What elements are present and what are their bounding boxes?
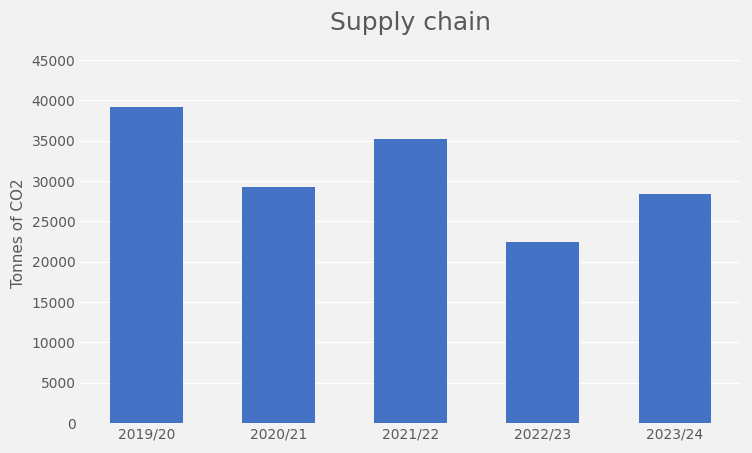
Y-axis label: Tonnes of CO2: Tonnes of CO2: [11, 178, 26, 288]
Bar: [374, 139, 447, 423]
Bar: [242, 187, 315, 423]
Bar: [638, 194, 711, 423]
Bar: [506, 241, 579, 423]
Bar: [110, 107, 183, 423]
Title: Supply chain: Supply chain: [330, 11, 491, 35]
